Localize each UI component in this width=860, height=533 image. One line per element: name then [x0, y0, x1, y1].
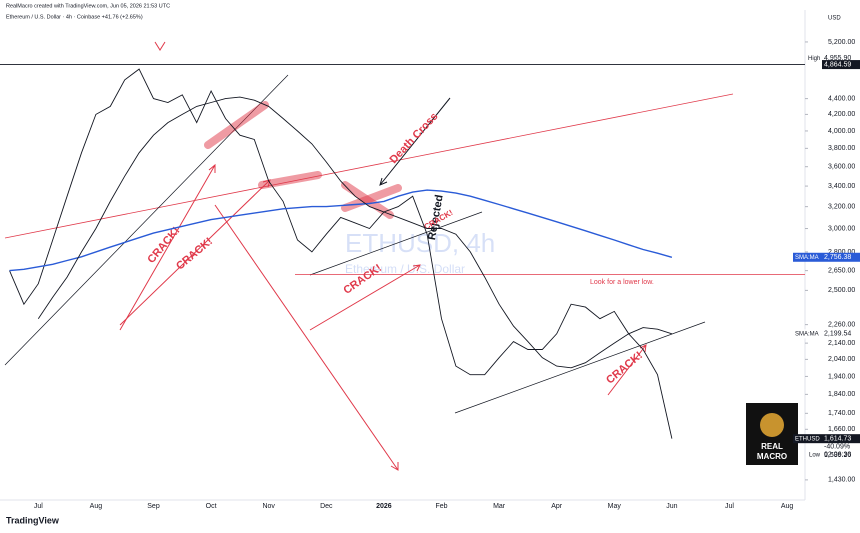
y-tick-label: 3,000.00 [828, 225, 855, 232]
highlight [341, 181, 394, 219]
highlight [258, 171, 322, 189]
y-tick-label: 2,500.00 [828, 287, 855, 294]
x-tick-label: May [608, 503, 622, 510]
y-tick-label: 5,200.00 [828, 39, 855, 46]
arrows [119, 41, 647, 471]
change: -40.09% [824, 444, 850, 451]
x-tick-label: Jun [666, 503, 677, 510]
y-tick-label: 3,400.00 [828, 183, 855, 190]
x-tick-label: Aug [781, 503, 794, 510]
y-tick-label: 1,840.00 [828, 391, 855, 398]
logo-text: REAL [761, 442, 783, 451]
price-badge [822, 329, 860, 339]
y-tick-label: 4,200.00 [828, 111, 855, 118]
trend-line [309, 211, 483, 276]
symbol-line: Ethereum / U.S. Dollar · 4h · Coinbase +… [6, 14, 143, 20]
y-tick-label: 3,800.00 [828, 145, 855, 152]
y-tick-label: 3,600.00 [828, 164, 855, 171]
price-badge [822, 60, 860, 70]
price-badge [822, 252, 860, 262]
price-badge-label: 2,756.38 [824, 254, 851, 261]
annotation: Look for a lower low. [590, 279, 654, 286]
x-tick-label: Sep [147, 503, 160, 510]
trend-line [454, 321, 706, 414]
x-tick-label: Mar [493, 503, 506, 510]
badge-name: SMA:MA [795, 255, 819, 261]
price-badge [822, 450, 860, 460]
y-tick-label: 4,400.00 [828, 95, 855, 102]
y-tick-label: 2,800.00 [828, 249, 855, 256]
y-tick-label: 1,740.00 [828, 410, 855, 417]
y-tick-label: 2,040.00 [828, 356, 855, 363]
price-badge-label: 1,539.26 [824, 452, 851, 459]
watermark-symbol: ETHUSD, 4h [345, 228, 495, 258]
currency: USD [828, 16, 841, 22]
price-badge-label: 1,614.73 [824, 436, 851, 443]
x-tick-label: 2026 [376, 503, 392, 510]
x-tick-label: Oct [206, 503, 217, 510]
y-tick-label: 3,200.00 [828, 203, 855, 210]
series-line [37, 96, 673, 369]
x-tick-label: Apr [551, 503, 563, 510]
low-label: Low [809, 452, 821, 458]
badge-name: SMA:MA [795, 331, 819, 337]
price-badge-label: 4,864.59 [824, 61, 851, 68]
badge-name-bg [793, 434, 822, 444]
y-tick-label: 1,430.00 [828, 477, 855, 484]
countdown: 02:06:30 [824, 452, 851, 459]
x-tick-label: Nov [262, 503, 275, 510]
y-tick-label: 4,000.00 [828, 128, 855, 135]
badge-name-bg [793, 252, 822, 262]
badge-name: ETHUSD [795, 436, 820, 442]
badge-name-bg [793, 329, 822, 339]
y-tick-label: 2,260.00 [828, 321, 855, 328]
logo-text: MACRO [757, 452, 787, 461]
arrow [379, 97, 451, 186]
price-badge-label: 4,955.90 [824, 55, 851, 62]
y-tick-label: 1,940.00 [828, 373, 855, 380]
y-tick-label: 2,650.00 [828, 267, 855, 274]
series-line [9, 189, 673, 272]
x-tick-label: Feb [435, 503, 447, 510]
credit: RealMacro created with TradingView.com, … [6, 3, 170, 9]
x-tick-label: Dec [320, 503, 333, 510]
x-tick-label: Aug [90, 503, 103, 510]
price-badge [822, 53, 860, 63]
y-tick-label: 1,660.00 [828, 426, 855, 433]
watermark-name: Ethereum / U.S. Dollar [345, 262, 465, 276]
series-line [9, 68, 673, 439]
brand: TradingView [6, 515, 60, 525]
trend-line [4, 93, 734, 239]
high-label: High [808, 56, 820, 62]
y-tick-label: 2,140.00 [828, 340, 855, 347]
price-badge-label: 2,199.54 [824, 331, 851, 338]
price-badge [822, 434, 860, 444]
highlight [204, 101, 269, 149]
logo-icon [760, 413, 784, 437]
x-tick-label: Jul [725, 503, 734, 510]
x-tick-label: Jul [34, 503, 43, 510]
